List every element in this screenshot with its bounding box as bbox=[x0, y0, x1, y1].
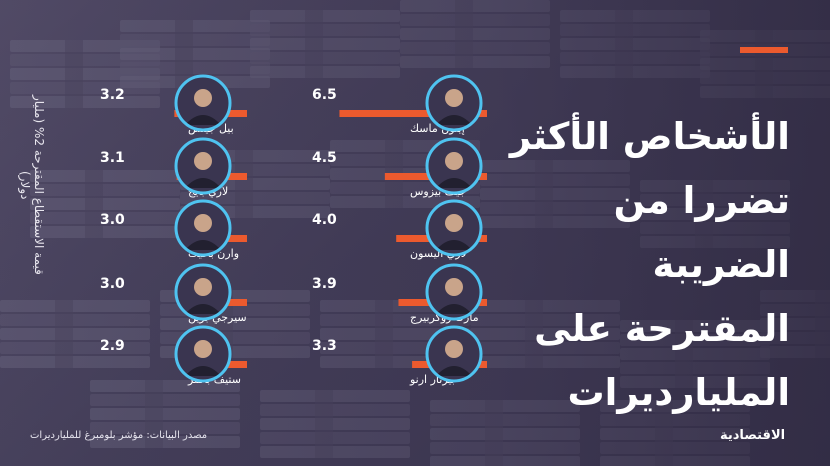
portrait-icon bbox=[425, 74, 483, 132]
avatar-ring bbox=[425, 74, 483, 132]
value-label: 4.0 bbox=[312, 212, 337, 228]
brand-logo: الاقتصادية bbox=[720, 428, 786, 443]
avatar-ring bbox=[425, 325, 483, 383]
value-label: 4.5 bbox=[312, 150, 337, 166]
data-row: 3.1لاري بايج bbox=[100, 137, 247, 198]
data-bar bbox=[339, 110, 487, 117]
value-label: 6.5 bbox=[312, 87, 337, 103]
page-title: الأشخاص الأكثر تضررا من الضريبة المقترحة… bbox=[500, 105, 790, 425]
title-line: المليارديرات bbox=[567, 371, 790, 414]
portrait-icon bbox=[425, 199, 483, 257]
portrait-icon bbox=[174, 325, 232, 383]
avatar-ring bbox=[174, 137, 232, 195]
value-label: 3.2 bbox=[100, 87, 125, 103]
portrait-icon bbox=[174, 74, 232, 132]
portrait-icon bbox=[174, 137, 232, 195]
avatar-ring bbox=[174, 74, 232, 132]
title-line: المقترحة على bbox=[534, 307, 790, 350]
value-label: 3.9 bbox=[312, 276, 337, 292]
avatar-ring bbox=[425, 199, 483, 257]
value-label: 2.9 bbox=[100, 338, 125, 354]
avatar-ring bbox=[174, 263, 232, 321]
source-note: مصدر البيانات: مؤشر بلومبرغ للمليارديرات bbox=[30, 430, 208, 441]
avatar-ring bbox=[174, 325, 232, 383]
portrait-icon bbox=[425, 325, 483, 383]
portrait-icon bbox=[425, 263, 483, 321]
avatar-ring bbox=[174, 199, 232, 257]
avatar-ring bbox=[425, 137, 483, 195]
portrait-icon bbox=[174, 263, 232, 321]
title-line: الأشخاص الأكثر bbox=[509, 115, 790, 158]
y-axis-label: قيمة الاستقطاع المقترحة 2% (مليار دولار) bbox=[18, 95, 46, 275]
portrait-icon bbox=[174, 199, 232, 257]
value-label: 3.1 bbox=[100, 150, 125, 166]
value-label: 3.0 bbox=[100, 212, 125, 228]
accent-line bbox=[740, 47, 788, 53]
portrait-icon bbox=[425, 137, 483, 195]
title-line: تضررا من الضريبة bbox=[613, 179, 790, 286]
avatar-ring bbox=[425, 263, 483, 321]
value-label: 3.0 bbox=[100, 276, 125, 292]
value-label: 3.3 bbox=[312, 338, 337, 354]
